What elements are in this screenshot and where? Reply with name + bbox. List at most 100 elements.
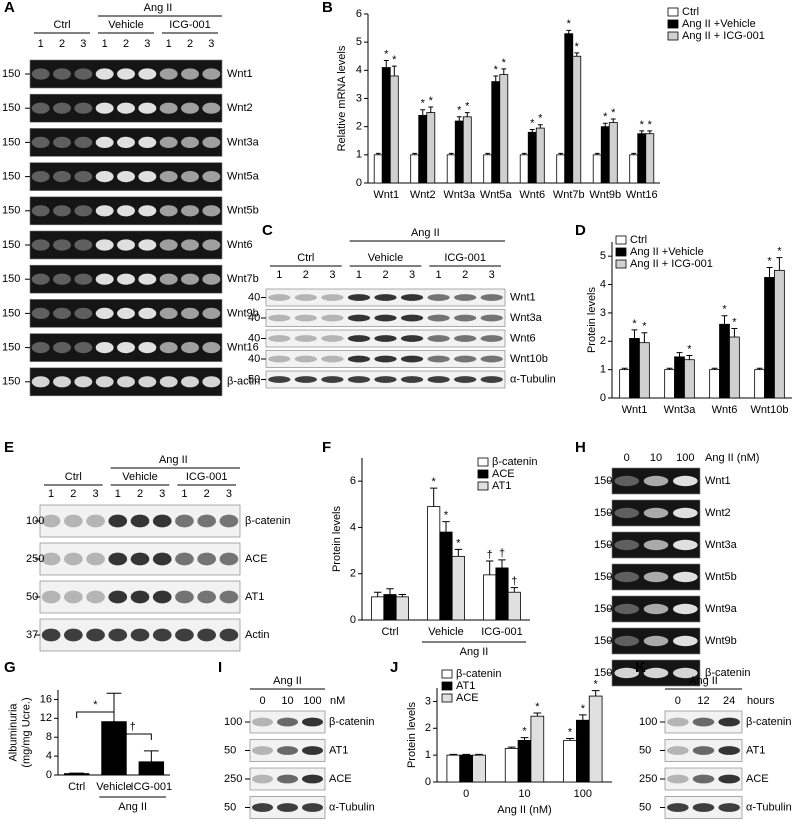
x-tick-label: 0 [463,788,469,800]
band [74,136,93,148]
panel-letter: F [322,439,331,456]
bar [674,356,685,399]
band [268,335,291,342]
band [294,314,317,322]
row-label: Wnt5b [227,205,259,217]
marker-label: 50 [639,744,651,756]
band [41,552,61,566]
lane-label: 10 [650,452,662,464]
band [614,603,639,615]
band [667,774,689,784]
band [277,717,298,727]
error-bar [412,152,418,155]
band [614,635,639,647]
lane-label: 1 [276,269,282,281]
row-label: α-Tubulin [329,801,375,813]
y-tick-label: 0 [350,614,356,626]
significance: * [384,48,389,60]
error-bar [621,367,628,370]
bar [639,342,650,399]
band [95,376,114,388]
group-label: Ang II [460,646,489,658]
band [673,507,698,519]
band [138,376,157,388]
y-tick-label: 6 [356,8,362,20]
error-bar [428,106,434,113]
lane-label: 1 [166,38,172,50]
error-bar [686,354,693,360]
legend-swatch [441,693,453,703]
band [138,342,157,354]
band [202,68,221,80]
marker-label: 50 [224,744,236,756]
unit-label: hours [747,695,775,707]
band [53,102,71,114]
lane-label: 2 [187,38,193,50]
error-bar [454,548,463,557]
band [374,314,397,322]
band [673,475,698,487]
band [268,355,291,363]
y-tick-label: 6 [350,475,356,487]
band [138,102,157,114]
row-label: Wnt5a [227,171,260,183]
y-tick-label: 12 [40,712,52,724]
band [202,205,221,217]
band [53,342,71,354]
y-tick-label: 2 [425,722,431,734]
band [181,342,199,354]
bar [592,154,602,184]
band [86,590,105,604]
bar [507,591,521,621]
band [108,514,128,528]
legend-swatch [477,481,489,491]
band [117,205,135,217]
band [268,314,291,322]
marker-label: 150 [594,603,612,615]
error-bar [647,130,653,134]
row-label: AT1 [245,591,264,603]
band [74,102,93,114]
band [400,376,424,383]
band [159,136,178,148]
bar [519,154,529,184]
group-label: ICG-001 [186,471,228,483]
error-bar [631,329,638,339]
significance: * [642,321,647,333]
band [347,314,371,322]
marker-label: 150 [2,68,20,80]
band [117,171,135,183]
band [31,307,50,319]
band [64,552,83,566]
error-bar [510,587,519,593]
error-bar [776,257,783,271]
band [202,307,221,319]
y-tick-label: 8 [46,731,52,743]
error-bar [610,118,616,123]
y-tick-label: 5 [600,250,606,262]
significance: * [732,316,737,328]
band [117,342,135,354]
y-tick-label: 4 [46,750,52,762]
band [400,314,424,322]
bar [499,74,509,184]
bar [764,277,775,399]
row-label: Wnt3a [227,136,260,148]
bar [395,596,409,621]
bar [629,154,639,184]
group-label: Ctrl [53,19,70,31]
row-label: Wnt6 [510,332,536,344]
band [692,774,715,784]
marker-label: 150 [594,667,612,679]
marker-label: 40 [248,312,260,324]
band [53,68,71,80]
unit-label: Ang II (nM) [705,452,759,464]
band [108,552,128,566]
panel-letter: D [575,222,586,239]
bar [504,748,519,783]
y-axis-label: (mg/mg Ucre.) [20,697,32,767]
band [108,628,128,642]
x-tick-label: Wnt5a [480,189,513,201]
band [718,746,740,755]
band [95,239,114,251]
